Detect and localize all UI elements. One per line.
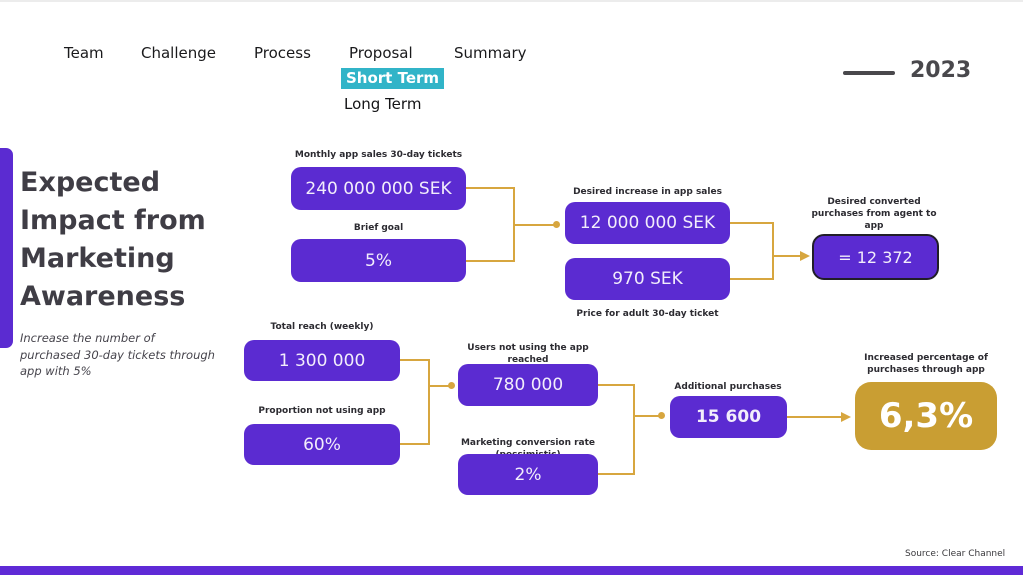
year-dash xyxy=(843,71,895,75)
page-title-line: Impact from xyxy=(20,205,206,236)
nav-item-team[interactable]: Team xyxy=(64,44,104,62)
connector-dot xyxy=(448,382,455,389)
node-label-monthly-sales: Monthly app sales 30-day tickets xyxy=(294,150,463,160)
node-label-total-reach: Total reach (weekly) xyxy=(270,322,374,332)
nav-item-challenge[interactable]: Challenge xyxy=(141,44,216,62)
connector-dot xyxy=(658,412,665,419)
connector-line xyxy=(787,416,843,418)
connector-line xyxy=(772,222,774,280)
arrow-icon xyxy=(800,251,810,261)
page-subtitle: Increase the number of purchased 30-day … xyxy=(20,331,215,379)
node-ticket-price: 970 SEK xyxy=(565,258,730,300)
arrow-icon xyxy=(841,412,851,422)
left-accent-bar xyxy=(0,148,13,348)
node-label-brief-goal: Brief goal xyxy=(353,223,404,233)
connector-line xyxy=(772,255,802,257)
node-conversion-rate: 2% xyxy=(458,454,598,495)
node-proportion-not-using: 60% xyxy=(244,424,400,465)
page-title-line: Expected xyxy=(20,167,161,198)
node-desired-increase: 12 000 000 SEK xyxy=(565,202,730,244)
page-title-line: Awareness xyxy=(20,281,186,312)
connector-line xyxy=(513,224,556,226)
nav-subitem-long-term[interactable]: Long Term xyxy=(344,95,422,113)
nav-item-process[interactable]: Process xyxy=(254,44,311,62)
node-total-reach: 1 300 000 xyxy=(244,340,400,381)
node-monthly-sales: 240 000 000 SEK xyxy=(291,167,466,210)
node-label-increased-percentage: Increased percentage of purchases throug… xyxy=(864,353,988,376)
source-attribution: Source: Clear Channel xyxy=(905,549,1006,559)
node-converted-purchases: = 12 372 xyxy=(812,234,939,280)
page-title: Expected Impact from Marketing Awareness xyxy=(20,164,270,316)
top-border xyxy=(0,0,1023,2)
node-additional-purchases: 15 600 xyxy=(670,396,787,438)
year-label: 2023 xyxy=(910,58,972,83)
node-label-ticket-price: Price for adult 30-day ticket xyxy=(576,309,719,319)
node-label-additional-purchases: Additional purchases xyxy=(674,382,782,392)
bottom-accent-bar xyxy=(0,566,1023,575)
connector-line xyxy=(598,473,633,475)
connector-line xyxy=(633,384,635,475)
connector-line xyxy=(466,187,513,189)
connector-line xyxy=(400,359,428,361)
connector-line xyxy=(400,443,428,445)
node-users-reached: 780 000 xyxy=(458,364,598,406)
connector-line xyxy=(598,384,633,386)
nav-item-summary[interactable]: Summary xyxy=(454,44,527,62)
connector-dot xyxy=(553,221,560,228)
connector-line xyxy=(730,278,772,280)
node-label-users-reached: Users not using the app reached xyxy=(467,343,589,366)
node-label-proportion-not-using: Proportion not using app xyxy=(258,406,386,416)
connector-line xyxy=(730,222,772,224)
page-title-line: Marketing xyxy=(20,243,175,274)
connector-line xyxy=(428,359,430,445)
connector-line xyxy=(466,260,513,262)
connector-line xyxy=(633,415,661,417)
node-brief-goal: 5% xyxy=(291,239,466,282)
connector-line xyxy=(428,385,453,387)
node-label-converted-purchases: Desired converted purchases from agent t… xyxy=(811,197,937,232)
nav-item-proposal[interactable]: Proposal xyxy=(349,44,413,62)
nav-subitem-short-term[interactable]: Short Term xyxy=(341,68,445,89)
node-increased-percentage: 6,3% xyxy=(855,382,997,450)
node-label-desired-increase: Desired increase in app sales xyxy=(573,187,722,197)
